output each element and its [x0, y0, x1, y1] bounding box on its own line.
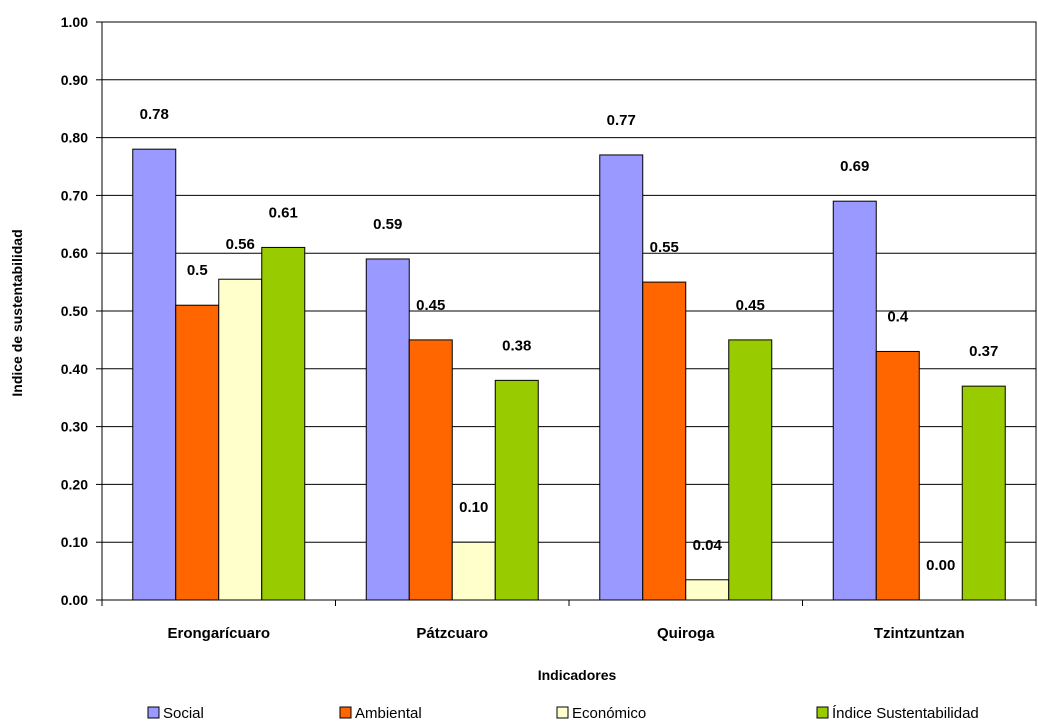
legend-swatch	[147, 706, 160, 719]
y-axis-title: Indice de sustentabilidad	[9, 229, 25, 396]
data-label: 0.4	[887, 308, 909, 325]
x-category-labels: Erongarícuaro Pátzcuaro Quiroga Tzintzuntza…	[167, 625, 964, 642]
data-label: 0.77	[607, 112, 636, 129]
legend-label: Índice Sustentabilidad	[832, 705, 979, 722]
y-tick-label: 0.90	[61, 72, 88, 88]
bars	[132, 148, 1006, 601]
y-tick-label: 0.40	[61, 361, 88, 377]
y-tick-label: 0.70	[61, 187, 88, 203]
bar-social	[599, 154, 644, 601]
data-label: 0.78	[140, 106, 169, 123]
bar-social	[132, 148, 177, 601]
legend-label: Social	[163, 705, 204, 722]
bar-econ-mico	[218, 278, 263, 601]
y-tick-label: 0.80	[61, 130, 88, 146]
bar--ndice-sustentabilidad	[494, 379, 539, 601]
data-label: 0.37	[969, 343, 998, 360]
data-label: 0.59	[373, 216, 402, 233]
bar-econ-mico	[685, 579, 730, 601]
legend-swatch	[339, 706, 352, 719]
data-label: 0.45	[736, 297, 765, 314]
bar--ndice-sustentabilidad	[261, 246, 306, 601]
bar-ambiental	[642, 281, 687, 601]
bar-econ-mico	[451, 541, 496, 601]
x-category-label: Tzintzuntzan	[874, 625, 965, 642]
data-label: 0.00	[926, 557, 955, 574]
axes	[101, 21, 1037, 606]
y-tick-label: 0.50	[61, 303, 88, 319]
x-category-label: Quiroga	[657, 625, 715, 642]
y-tick-label: 0.60	[61, 245, 88, 261]
legend-label: Económico	[572, 705, 646, 722]
bar-ambiental	[875, 350, 920, 601]
data-label: 0.69	[840, 158, 869, 175]
bar-ambiental	[408, 339, 453, 601]
y-tick-label: 0.10	[61, 534, 88, 550]
bar-ambiental	[175, 304, 220, 601]
x-category-label: Pátzcuaro	[416, 625, 488, 642]
y-tick-label: 0.00	[61, 592, 88, 608]
data-label: 0.04	[693, 537, 723, 554]
data-label: 0.10	[459, 499, 488, 516]
bar-social	[365, 258, 410, 601]
y-tick-label: 0.20	[61, 476, 88, 492]
bar--ndice-sustentabilidad	[728, 339, 773, 601]
y-tick-label: 1.00	[61, 14, 88, 30]
legend-label: Ambiental	[355, 705, 422, 722]
x-category-label: Erongarícuaro	[167, 625, 270, 642]
data-label: 0.5	[187, 262, 208, 279]
data-label: 0.56	[226, 236, 255, 253]
legend-swatch	[556, 706, 569, 719]
bar--ndice-sustentabilidad	[961, 385, 1006, 601]
x-axis-title: Indicadores	[538, 667, 617, 683]
data-label: 0.38	[502, 337, 531, 354]
legend-swatch	[816, 706, 829, 719]
bar-social	[832, 200, 877, 601]
y-tick-labels: 0.00 0.10 0.20 0.30 0.40 0.50 0.60 0.70 0.80 0.90…	[61, 14, 88, 608]
legend: Social Ambiental Económico Índice Sustentab…	[147, 705, 979, 722]
y-tick-label: 0.30	[61, 419, 88, 435]
data-label: 0.45	[416, 297, 445, 314]
data-label: 0.61	[269, 204, 298, 221]
data-labels: 0.78 0.5 0.56 0.61 0.59 0.45 0.10 0.38 0.77 0.55 0…	[140, 106, 999, 574]
data-label: 0.55	[650, 239, 679, 256]
